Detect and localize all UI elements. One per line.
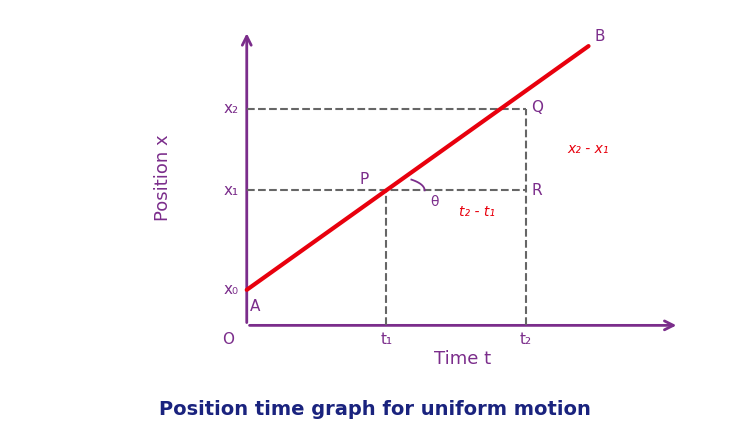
Text: Position x: Position x [154,135,172,221]
Text: t₁: t₁ [380,332,392,347]
Text: O: O [222,332,234,347]
Text: Q: Q [531,100,543,115]
Text: x₀: x₀ [224,282,238,297]
Text: Position time graph for uniform motion: Position time graph for uniform motion [159,400,591,419]
Text: x₁: x₁ [224,183,238,198]
Text: R: R [531,183,542,198]
Text: Time t: Time t [434,350,491,368]
Text: x₂ - x₁: x₂ - x₁ [568,143,609,157]
Text: B: B [594,29,604,44]
Text: θ: θ [430,195,439,209]
Text: A: A [251,299,260,314]
Text: P: P [359,172,369,187]
Text: x₂: x₂ [224,101,238,116]
Text: t₂ - t₁: t₂ - t₁ [459,205,495,219]
Text: t₂: t₂ [520,332,532,347]
